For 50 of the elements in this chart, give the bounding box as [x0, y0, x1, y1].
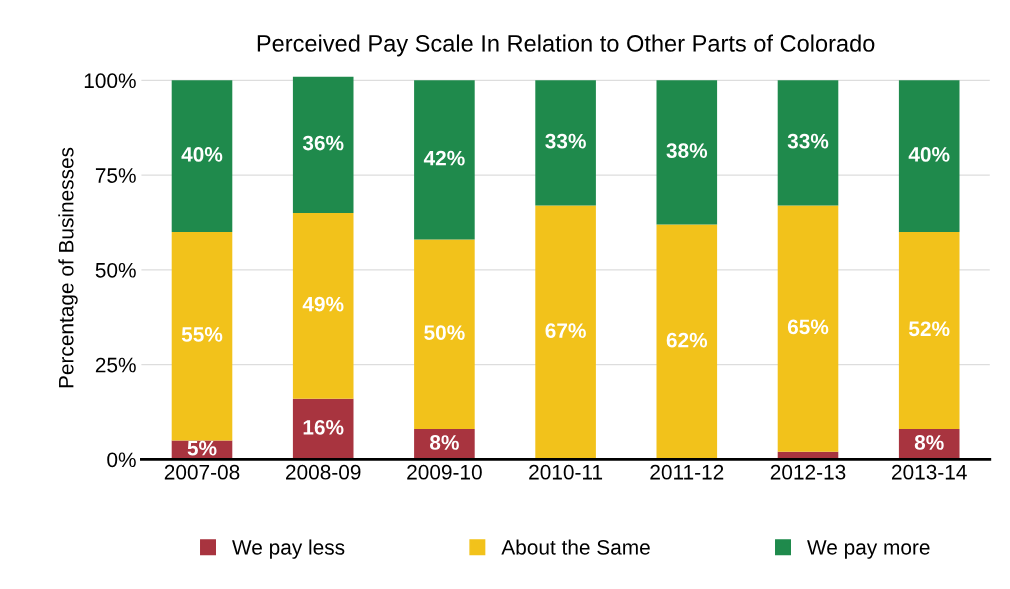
bar: [898, 231, 960, 430]
data-label: 8%: [914, 435, 944, 450]
bar: [414, 239, 475, 430]
x-tick-label: 2011-12: [650, 464, 724, 480]
y-tick-label: 25%: [95, 357, 136, 373]
y-tick-label: 50%: [95, 262, 136, 278]
data-label: 49%: [302, 296, 344, 312]
bar: [777, 205, 839, 452]
data-label: 67%: [545, 323, 586, 339]
legend-label: About the Same: [501, 539, 650, 555]
bar: [898, 80, 960, 232]
legend-label: We pay less: [232, 539, 345, 559]
bar: [535, 205, 596, 460]
bar: [292, 398, 354, 460]
data-label: 42%: [423, 150, 465, 166]
bar: [292, 213, 354, 399]
y-tick-label: 0%: [107, 452, 136, 468]
x-tick-label: 2007-08: [164, 464, 240, 480]
y-tick-label: 75%: [95, 168, 136, 183]
y-axis-title: Percentage of Businesses: [58, 147, 78, 388]
data-label: 65%: [787, 319, 829, 335]
data-label: 55%: [181, 327, 223, 342]
data-label: 33%: [545, 133, 586, 149]
x-tick-label: 2013-14: [892, 464, 967, 480]
bar: [777, 80, 839, 206]
bar: [656, 80, 718, 225]
bar: [292, 76, 354, 214]
data-label: 8%: [430, 435, 459, 450]
data-label: 50%: [424, 325, 465, 340]
legend-label: We pay more: [807, 540, 930, 559]
x-tick-label: 2009-10: [407, 464, 482, 480]
x-tick-label: 2008-09: [286, 464, 361, 480]
bar: [535, 80, 596, 206]
data-label: 40%: [181, 147, 223, 162]
bar: [171, 231, 233, 441]
data-label: 40%: [908, 147, 950, 162]
data-label: 16%: [303, 419, 344, 435]
bar: [414, 80, 475, 240]
data-label: 38%: [666, 143, 708, 158]
data-label: 5%: [187, 440, 217, 456]
chart-title: Perceived Pay Scale In Relation to Other Parts of Colorado: [257, 34, 875, 57]
data-label: 62%: [666, 332, 708, 348]
bar: [656, 224, 718, 460]
data-label: 52%: [908, 321, 950, 337]
data-label: 33%: [787, 133, 829, 149]
x-tick-label: 2012-13: [770, 464, 846, 480]
y-tick-label: 100%: [84, 73, 136, 89]
x-tick-label: 2010-11: [529, 464, 603, 480]
bar: [171, 80, 233, 232]
data-label: 36%: [302, 135, 344, 151]
